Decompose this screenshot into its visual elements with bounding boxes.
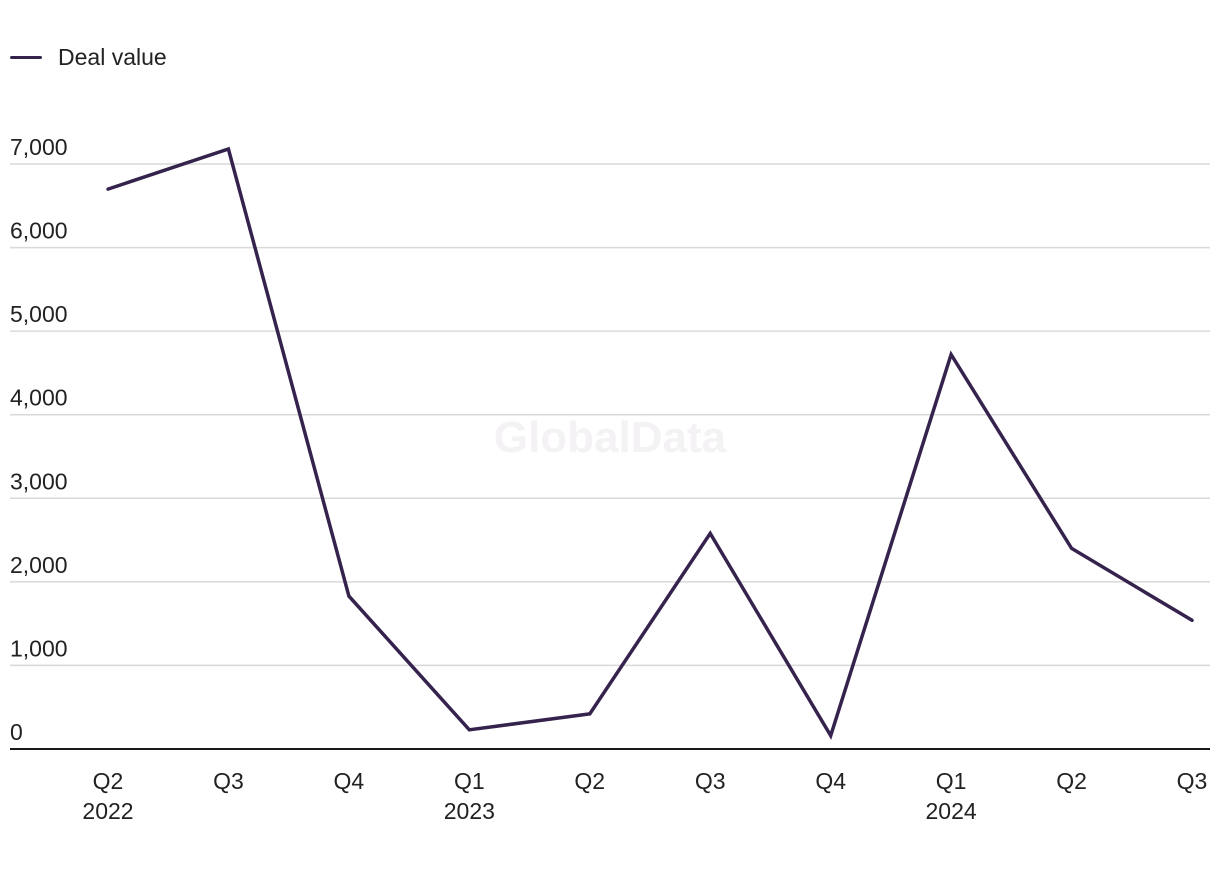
watermark: GlobalData <box>494 413 727 462</box>
x-tick-year-label: 2023 <box>444 798 495 824</box>
x-tick-label: Q4 <box>815 768 846 794</box>
x-tick-label: Q3 <box>695 768 726 794</box>
x-tick-label: Q3 <box>213 768 244 794</box>
x-tick-year-label: 2022 <box>82 798 133 824</box>
y-tick-label: 6,000 <box>10 218 68 244</box>
y-tick-label: 4,000 <box>10 385 68 411</box>
y-tick-label: 2,000 <box>10 552 68 578</box>
x-tick-year-label: 2024 <box>926 798 977 824</box>
x-tick-label: Q2 <box>93 768 124 794</box>
x-tick-label: Q2 <box>1056 768 1087 794</box>
y-tick-label: 0 <box>10 719 23 745</box>
series-line-deal-value <box>106 146 1194 740</box>
y-tick-label: 1,000 <box>10 635 68 661</box>
y-tick-label: 7,000 <box>10 134 68 160</box>
x-axis-ticks: Q2 2022 Q3 Q4 Q1 2023 Q2 Q3 Q4 Q1 2024 Q2 Q3 <box>82 768 1207 824</box>
chart-legend: Deal value <box>10 44 167 71</box>
x-tick-label: Q4 <box>334 768 365 794</box>
x-tick-label: Q1 <box>936 768 967 794</box>
y-tick-label: 5,000 <box>10 301 68 327</box>
x-tick-label: Q2 <box>574 768 605 794</box>
x-tick-label: Q1 <box>454 768 485 794</box>
grid-lines <box>10 163 1210 750</box>
y-tick-label: 3,000 <box>10 468 68 494</box>
x-tick-label: Q3 <box>1177 768 1208 794</box>
series-layer <box>106 146 1194 740</box>
legend-label: Deal value <box>58 44 167 70</box>
legend-swatch <box>10 56 42 59</box>
y-axis-ticks: 0 1,000 2,000 3,000 4,000 5,000 6,000 7,000 <box>10 134 68 745</box>
